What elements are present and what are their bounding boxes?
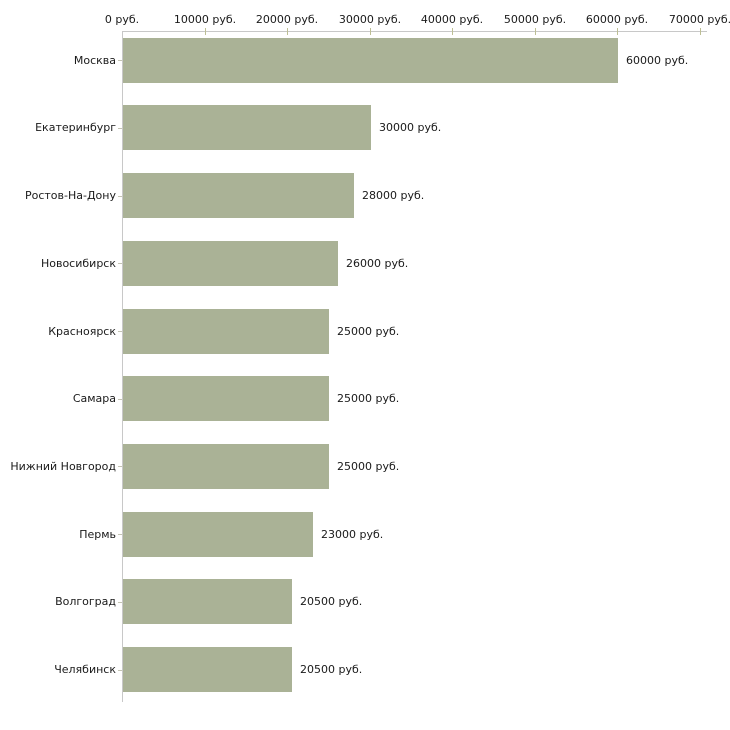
bar <box>123 647 292 692</box>
bar <box>123 376 329 421</box>
bar <box>123 38 618 83</box>
category-label: Волгоград <box>55 595 116 608</box>
bar <box>123 105 371 150</box>
value-label: 20500 руб. <box>300 663 363 676</box>
x-axis-tick-label: 50000 руб. <box>503 13 567 26</box>
x-axis-line <box>122 31 707 32</box>
value-label: 25000 руб. <box>337 392 400 405</box>
bar <box>123 512 313 557</box>
value-label: 28000 руб. <box>362 189 425 202</box>
x-axis-tick <box>452 28 453 35</box>
value-label: 23000 руб. <box>321 528 384 541</box>
bar <box>123 173 354 218</box>
category-label: Екатеринбург <box>35 121 116 134</box>
y-axis-tick <box>118 60 122 61</box>
category-label: Пермь <box>79 528 116 541</box>
y-axis-tick <box>118 670 122 671</box>
y-axis-tick <box>118 331 122 332</box>
category-label: Нижний Новгород <box>10 460 116 473</box>
bar <box>123 444 329 489</box>
value-label: 20500 руб. <box>300 595 363 608</box>
y-axis-tick <box>118 399 122 400</box>
value-label: 60000 руб. <box>626 54 689 67</box>
x-axis-tick <box>205 28 206 35</box>
y-axis-tick <box>118 263 122 264</box>
value-label: 30000 руб. <box>379 121 442 134</box>
y-axis-line <box>122 31 123 702</box>
category-label: Челябинск <box>54 663 116 676</box>
x-axis-tick <box>287 28 288 35</box>
value-label: 25000 руб. <box>337 460 400 473</box>
category-label: Ростов-На-Дону <box>24 189 116 202</box>
bar <box>123 241 338 286</box>
y-axis-tick <box>118 196 122 197</box>
x-axis-tick <box>617 28 618 35</box>
y-axis-tick <box>118 534 122 535</box>
y-axis-tick <box>118 466 122 467</box>
x-axis-tick <box>535 28 536 35</box>
y-axis-tick <box>118 602 122 603</box>
x-axis-tick-label: 60000 руб. <box>585 13 649 26</box>
category-label: Красноярск <box>48 325 116 338</box>
x-axis-tick-label: 40000 руб. <box>420 13 484 26</box>
x-axis-tick-label: 20000 руб. <box>255 13 319 26</box>
x-axis-tick-label: 70000 руб. <box>668 13 730 26</box>
x-axis-tick <box>370 28 371 35</box>
category-label: Новосибирск <box>40 257 116 270</box>
value-label: 26000 руб. <box>346 257 409 270</box>
x-axis-tick-label: 30000 руб. <box>338 13 402 26</box>
value-label: 25000 руб. <box>337 325 400 338</box>
x-axis-tick <box>700 28 701 35</box>
bar <box>123 309 329 354</box>
category-label: Москва <box>73 54 116 67</box>
bar <box>123 579 292 624</box>
category-label: Самара <box>72 392 116 405</box>
y-axis-tick <box>118 128 122 129</box>
x-axis-tick-label: 0 руб. <box>104 13 140 26</box>
x-axis-tick-label: 10000 руб. <box>173 13 237 26</box>
